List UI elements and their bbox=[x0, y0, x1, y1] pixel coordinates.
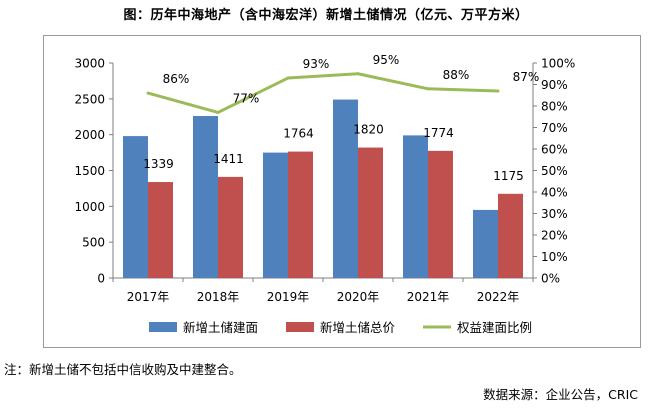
bar-data-label: 1411 bbox=[213, 152, 244, 166]
y-right-tick-label: 30% bbox=[541, 207, 568, 221]
x-tick-label: 2019年 bbox=[267, 290, 310, 304]
ratio-point bbox=[496, 89, 500, 93]
bar-area bbox=[473, 209, 498, 278]
bar-price bbox=[498, 193, 523, 278]
bar-price bbox=[218, 176, 243, 278]
y-left-tick-label: 500 bbox=[82, 236, 105, 250]
y-left-tick-label: 1500 bbox=[74, 164, 105, 178]
bar-data-label: 1774 bbox=[423, 126, 454, 140]
y-left-tick-label: 2000 bbox=[74, 128, 105, 142]
bar-data-label: 1175 bbox=[493, 169, 524, 183]
x-tick-label: 2018年 bbox=[197, 290, 240, 304]
footnote: 注：新增土储不包括中信收购及中建整合。 bbox=[4, 362, 242, 377]
ratio-point bbox=[426, 87, 430, 91]
legend-label: 新增土储总价 bbox=[320, 320, 396, 335]
bar-area bbox=[403, 135, 428, 278]
line-data-label: 77% bbox=[233, 91, 260, 105]
y-right-tick-label: 60% bbox=[541, 143, 568, 157]
x-tick-label: 2017年 bbox=[127, 290, 170, 304]
bar-data-label: 1820 bbox=[353, 123, 384, 137]
y-right-tick-label: 0% bbox=[541, 272, 560, 286]
y-right-tick-label: 10% bbox=[541, 250, 568, 264]
y-left-tick-label: 1000 bbox=[74, 200, 105, 214]
legend-swatch bbox=[286, 322, 314, 332]
x-tick-label: 2021年 bbox=[407, 290, 450, 304]
y-left-tick-label: 0 bbox=[97, 272, 105, 286]
y-right-tick-label: 90% bbox=[541, 78, 568, 92]
line-data-label: 88% bbox=[443, 68, 470, 82]
bar-price bbox=[428, 150, 453, 278]
y-right-tick-label: 100% bbox=[541, 57, 575, 71]
ratio-point bbox=[146, 91, 150, 95]
x-tick-label: 2022年 bbox=[477, 290, 520, 304]
y-right-tick-label: 20% bbox=[541, 229, 568, 243]
bar-area bbox=[193, 116, 218, 279]
line-data-label: 95% bbox=[373, 53, 400, 67]
bar-price bbox=[288, 151, 313, 278]
legend-swatch bbox=[149, 322, 177, 332]
bar-area bbox=[333, 99, 358, 278]
y-right-tick-label: 40% bbox=[541, 186, 568, 200]
ratio-point bbox=[356, 72, 360, 76]
y-right-tick-label: 80% bbox=[541, 100, 568, 114]
y-right-tick-label: 50% bbox=[541, 164, 568, 178]
bar-data-label: 1764 bbox=[283, 127, 314, 141]
legend-label: 权益建面比例 bbox=[457, 320, 532, 335]
chart-title: 图：历年中海地产（含中海宏洋）新增土储情况（亿元、万平方米） bbox=[123, 8, 529, 23]
bar-price bbox=[358, 147, 383, 278]
line-data-label: 93% bbox=[303, 57, 330, 71]
y-left-tick-label: 3000 bbox=[74, 57, 105, 71]
bar-data-label: 1339 bbox=[143, 157, 174, 171]
data-source: 数据来源：企业公告，CRIC bbox=[483, 387, 638, 402]
line-data-label: 86% bbox=[163, 72, 190, 86]
legend-label: 新增土储建面 bbox=[183, 320, 258, 335]
line-data-label: 87% bbox=[513, 70, 540, 84]
ratio-point bbox=[216, 110, 220, 114]
y-left-tick-label: 2500 bbox=[74, 92, 105, 106]
x-tick-label: 2020年 bbox=[337, 290, 380, 304]
y-right-tick-label: 70% bbox=[541, 121, 568, 135]
bar-area bbox=[123, 136, 148, 278]
chart-frame bbox=[43, 35, 641, 348]
ratio-line bbox=[147, 72, 499, 114]
ratio-point bbox=[286, 76, 290, 80]
bar-price bbox=[148, 182, 173, 278]
bar-area bbox=[263, 152, 288, 278]
